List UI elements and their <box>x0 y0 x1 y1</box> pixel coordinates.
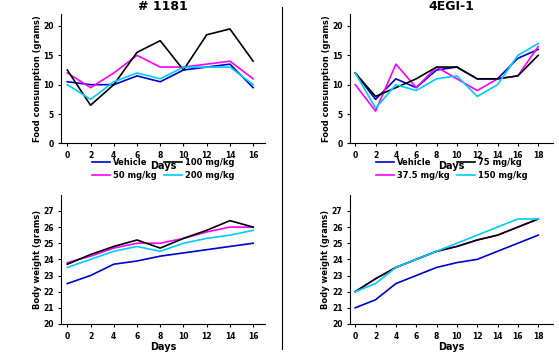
Y-axis label: Body weight (grams): Body weight (grams) <box>321 210 330 309</box>
Legend: Vehicle, 50 mg/kg, 100 mg/kg, 200 mg/kg: Vehicle, 50 mg/kg, 100 mg/kg, 200 mg/kg <box>88 155 238 183</box>
Y-axis label: Body weight (grams): Body weight (grams) <box>33 210 42 309</box>
X-axis label: Days: Days <box>439 161 465 172</box>
X-axis label: Days: Days <box>150 342 176 352</box>
Title: 4EGI-1: 4EGI-1 <box>429 0 475 13</box>
Y-axis label: Food consumption (grams): Food consumption (grams) <box>321 15 330 142</box>
X-axis label: Days: Days <box>439 342 465 352</box>
Legend: Vehicle, 37.5 mg/kg, 75 mg/kg, 150 mg/kg: Vehicle, 37.5 mg/kg, 75 mg/kg, 150 mg/kg <box>372 155 531 183</box>
Y-axis label: Food consumption (grams): Food consumption (grams) <box>33 15 42 142</box>
Title: # 1181: # 1181 <box>138 0 188 13</box>
X-axis label: Days: Days <box>150 161 176 172</box>
